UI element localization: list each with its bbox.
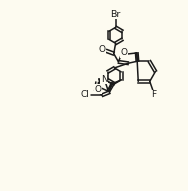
Text: Br: Br bbox=[110, 10, 121, 19]
Text: O: O bbox=[121, 48, 127, 57]
Text: Cl: Cl bbox=[81, 90, 90, 99]
Text: N: N bbox=[101, 75, 108, 84]
Text: O: O bbox=[95, 85, 102, 94]
Text: F: F bbox=[152, 90, 157, 99]
Text: O: O bbox=[98, 45, 105, 54]
